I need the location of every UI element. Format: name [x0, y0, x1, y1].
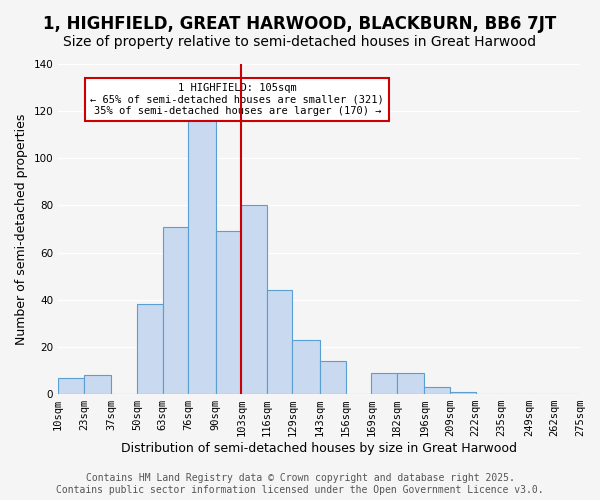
X-axis label: Distribution of semi-detached houses by size in Great Harwood: Distribution of semi-detached houses by …	[121, 442, 517, 455]
Bar	[84, 375, 112, 394]
Text: Size of property relative to semi-detached houses in Great Harwood: Size of property relative to semi-detach…	[64, 35, 536, 49]
Bar	[424, 387, 450, 394]
Bar	[450, 392, 476, 394]
Bar	[137, 304, 163, 394]
Bar	[216, 232, 241, 394]
Bar	[371, 373, 397, 394]
Bar	[292, 340, 320, 394]
Y-axis label: Number of semi-detached properties: Number of semi-detached properties	[15, 114, 28, 344]
Bar	[241, 206, 267, 394]
Bar	[188, 116, 216, 394]
Bar	[163, 226, 188, 394]
Text: Contains HM Land Registry data © Crown copyright and database right 2025.
Contai: Contains HM Land Registry data © Crown c…	[56, 474, 544, 495]
Bar	[397, 373, 424, 394]
Bar	[267, 290, 292, 394]
Text: 1, HIGHFIELD, GREAT HARWOOD, BLACKBURN, BB6 7JT: 1, HIGHFIELD, GREAT HARWOOD, BLACKBURN, …	[43, 15, 557, 33]
Text: 1 HIGHFIELD: 105sqm
← 65% of semi-detached houses are smaller (321)
35% of semi-: 1 HIGHFIELD: 105sqm ← 65% of semi-detach…	[91, 83, 384, 116]
Bar	[58, 378, 84, 394]
Bar	[320, 361, 346, 394]
